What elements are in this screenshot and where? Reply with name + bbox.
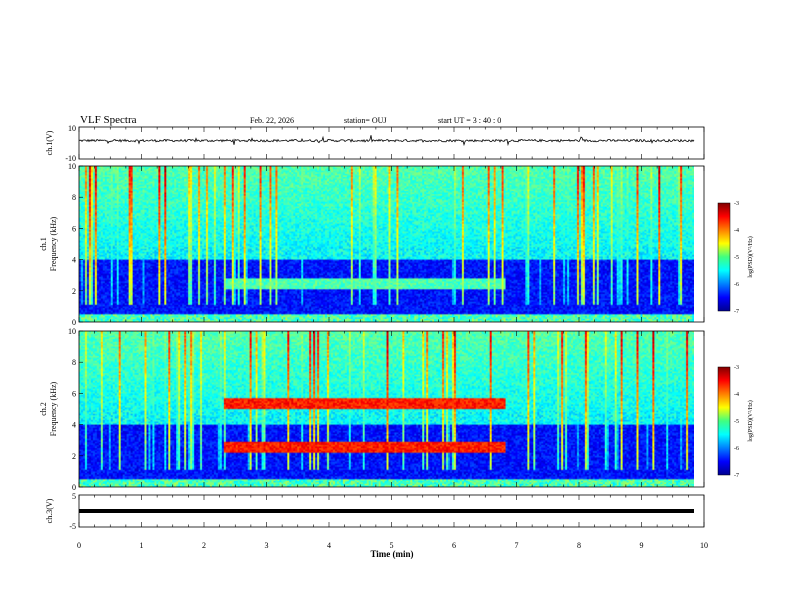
panel-ch2-spectrogram: 0 2 4 6 8 10 ch.2 Frequency (kHz) -3 -4 -5 -6 -7 …	[39, 327, 754, 492]
x-tick-label-9: 9	[640, 541, 644, 550]
ch2-colorbar-label: log(PSD)(V²/Hz)	[747, 400, 754, 441]
ch2-spec-ytick-2: 2	[72, 452, 76, 461]
ch2-spectrogram-image	[79, 331, 694, 487]
ch2-colorbar-tick--5: -5	[734, 419, 739, 425]
ch2-colorbar: -3 -4 -5 -6 -7 log(PSD)(V²/Hz)	[717, 365, 754, 479]
x-tick-label-0: 0	[77, 541, 81, 550]
x-tick-label-3: 3	[265, 541, 269, 550]
ch2-spec-ytick-0: 0	[72, 483, 76, 492]
ch3-ytick-top: 5	[72, 492, 76, 501]
x-tick-label-10: 10	[700, 541, 708, 550]
date-label: Feb. 22, 2026	[250, 116, 294, 125]
ch3-ytick-bottom: -5	[69, 522, 76, 531]
ch2-colorbar-tick--3: -3	[734, 365, 739, 371]
ch1-colorbar-tick--5: -5	[734, 255, 739, 261]
time-axis-labels: 0 1 2 3 4 5 6 7 8 9 10	[77, 541, 708, 550]
ch1-colorbar-tick--4: -4	[734, 228, 739, 234]
ch1-spec-ytick-4: 4	[72, 256, 76, 265]
ch1-colorbar-tick--7: -7	[734, 309, 739, 315]
panel-ch1-spectrogram: 0 2 4 6 8 10 ch.1 Frequency (kHz) -3 -4 -5 -6 -7 …	[39, 162, 754, 327]
time-axis-title: Time (min)	[370, 549, 413, 559]
ch1-ytick-bottom: -10	[65, 154, 76, 163]
x-tick-label-7: 7	[515, 541, 519, 550]
time-axis-ticks	[78, 127, 705, 527]
ch1-colorbar: -3 -4 -5 -6 -7 log(PSD)(V²/Hz)	[717, 201, 754, 315]
ch1-spec-ytick-8: 8	[72, 193, 76, 202]
ch1-spec-ytick-2: 2	[72, 287, 76, 296]
station-label: station= OUJ	[344, 116, 387, 125]
figure-title: VLF Spectra	[80, 114, 137, 126]
x-tick-label-5: 5	[390, 541, 394, 550]
ch1-spec-ylabel: Frequency (kHz)	[49, 216, 58, 271]
ch1-colorbar-label: log(PSD)(V²/Hz)	[747, 236, 754, 277]
ch1-colorbar-tick--3: -3	[734, 201, 739, 207]
ch2-spec-ytick-6: 6	[72, 389, 76, 398]
ch2-colorbar-tick--7: -7	[734, 473, 739, 479]
ch1-ytick-top: 10	[68, 124, 76, 133]
x-tick-label-4: 4	[327, 541, 331, 550]
ch3-ylabel: ch.3(V)	[45, 498, 54, 523]
ch2-spec-ytick-8: 8	[72, 358, 76, 367]
x-tick-label-8: 8	[577, 541, 581, 550]
ch1-waveform-line	[78, 135, 695, 147]
ch1-spec-ytick-0: 0	[72, 318, 76, 327]
ch1-colorbar-tick--6: -6	[734, 282, 739, 288]
ch1-spec-ytick-6: 6	[72, 224, 76, 233]
x-tick-label-2: 2	[202, 541, 206, 550]
ch2-spec-ylabel: Frequency (kHz)	[49, 381, 58, 436]
ch2-colorbar-tick--4: -4	[734, 392, 739, 398]
panel-ch3-waveform: 5 -5 ch.3(V)	[45, 492, 705, 531]
ch1-spec-ytick-10: 10	[68, 162, 76, 171]
ch1-spec-ylabel-top: ch.1	[39, 237, 48, 251]
start-time-label: start UT = 3 : 40 : 0	[438, 116, 501, 125]
ch1-spectrogram-image	[79, 166, 694, 322]
ch2-spec-ytick-4: 4	[72, 421, 76, 430]
ch1-ylabel: ch.1(V)	[45, 130, 54, 155]
ch2-spec-ytick-10: 10	[68, 327, 76, 336]
ch2-spec-ylabel-top: ch.2	[39, 402, 48, 416]
panel-ch1-waveform: 10 -10 ch.1(V)	[45, 124, 705, 163]
x-tick-label-6: 6	[452, 541, 456, 550]
x-tick-label-1: 1	[140, 541, 144, 550]
ch2-colorbar-tick--6: -6	[734, 446, 739, 452]
